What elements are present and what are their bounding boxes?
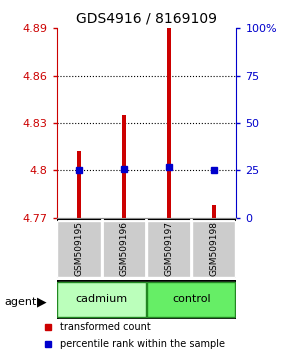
Bar	[147, 221, 191, 277]
Text: transformed count: transformed count	[60, 322, 151, 332]
Text: percentile rank within the sample: percentile rank within the sample	[60, 339, 225, 349]
Bar	[212, 205, 216, 218]
Text: control: control	[172, 295, 211, 304]
Bar	[77, 152, 81, 218]
Bar	[102, 221, 146, 277]
Text: GSM509195: GSM509195	[75, 221, 84, 276]
Bar	[192, 221, 235, 277]
Text: GSM509196: GSM509196	[119, 221, 128, 276]
Text: GSM509197: GSM509197	[164, 221, 173, 276]
Bar	[122, 115, 126, 218]
Text: ▶: ▶	[37, 295, 47, 308]
Bar	[57, 282, 146, 317]
Bar	[147, 282, 235, 317]
Bar	[57, 221, 101, 277]
Text: agent: agent	[4, 297, 37, 307]
Title: GDS4916 / 8169109: GDS4916 / 8169109	[76, 12, 217, 26]
Text: GSM509198: GSM509198	[209, 221, 218, 276]
Text: cadmium: cadmium	[75, 295, 128, 304]
Bar	[167, 28, 171, 218]
